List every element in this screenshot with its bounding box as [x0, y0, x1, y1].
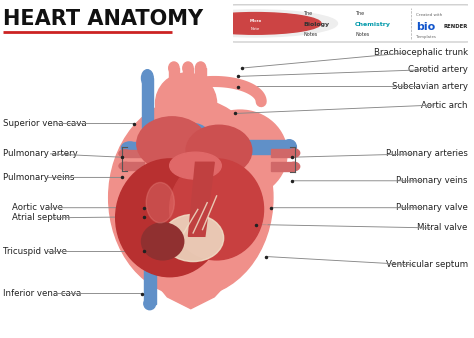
Polygon shape	[195, 68, 206, 95]
Text: Inferior vena cava: Inferior vena cava	[3, 289, 82, 298]
Polygon shape	[182, 140, 289, 154]
Ellipse shape	[144, 297, 155, 310]
Text: Superior vena cava: Superior vena cava	[3, 119, 87, 128]
Ellipse shape	[170, 152, 221, 179]
Text: Pulmonary valve: Pulmonary valve	[396, 203, 468, 212]
Polygon shape	[183, 68, 193, 95]
Text: Tricuspid valve: Tricuspid valve	[3, 247, 67, 256]
Ellipse shape	[283, 140, 296, 154]
Polygon shape	[271, 162, 294, 171]
Text: Aortic valve: Aortic valve	[12, 203, 64, 212]
Text: Pulmonary veins: Pulmonary veins	[396, 176, 468, 185]
Polygon shape	[169, 68, 179, 95]
Polygon shape	[142, 78, 153, 142]
Ellipse shape	[119, 150, 131, 157]
Ellipse shape	[146, 183, 174, 223]
Ellipse shape	[109, 98, 273, 297]
Ellipse shape	[195, 62, 206, 74]
Ellipse shape	[142, 70, 153, 87]
Text: Pulmonary artery: Pulmonary artery	[3, 149, 78, 158]
Text: Ventricular septum: Ventricular septum	[385, 261, 468, 269]
Polygon shape	[130, 142, 163, 154]
Ellipse shape	[116, 159, 224, 277]
Text: Subclavian artery: Subclavian artery	[392, 82, 468, 91]
Ellipse shape	[193, 110, 287, 198]
Text: Aortic arch: Aortic arch	[421, 100, 468, 110]
Ellipse shape	[186, 125, 252, 176]
Polygon shape	[189, 162, 214, 236]
Polygon shape	[151, 236, 233, 309]
Text: Mitral valve: Mitral valve	[417, 223, 468, 233]
Ellipse shape	[288, 162, 300, 171]
Text: HEART ANATOMY: HEART ANATOMY	[3, 9, 203, 29]
Ellipse shape	[170, 159, 264, 260]
Ellipse shape	[288, 149, 300, 157]
Polygon shape	[125, 162, 144, 170]
Ellipse shape	[142, 223, 184, 260]
Polygon shape	[144, 263, 155, 304]
Text: Atrial septum: Atrial septum	[12, 213, 71, 222]
Ellipse shape	[137, 117, 207, 171]
Ellipse shape	[155, 73, 217, 134]
Polygon shape	[125, 150, 144, 157]
Ellipse shape	[174, 124, 212, 161]
Ellipse shape	[169, 62, 179, 74]
Polygon shape	[271, 149, 294, 157]
Ellipse shape	[119, 162, 131, 170]
Ellipse shape	[121, 142, 138, 154]
Ellipse shape	[163, 214, 224, 262]
Ellipse shape	[183, 62, 193, 74]
Ellipse shape	[191, 161, 271, 251]
Text: Pulmonary arteries: Pulmonary arteries	[386, 149, 468, 158]
Text: Brachiocephalic trunk: Brachiocephalic trunk	[374, 48, 468, 57]
Text: Pulmonary veins: Pulmonary veins	[3, 173, 74, 182]
Text: Carotid artery: Carotid artery	[408, 65, 468, 74]
